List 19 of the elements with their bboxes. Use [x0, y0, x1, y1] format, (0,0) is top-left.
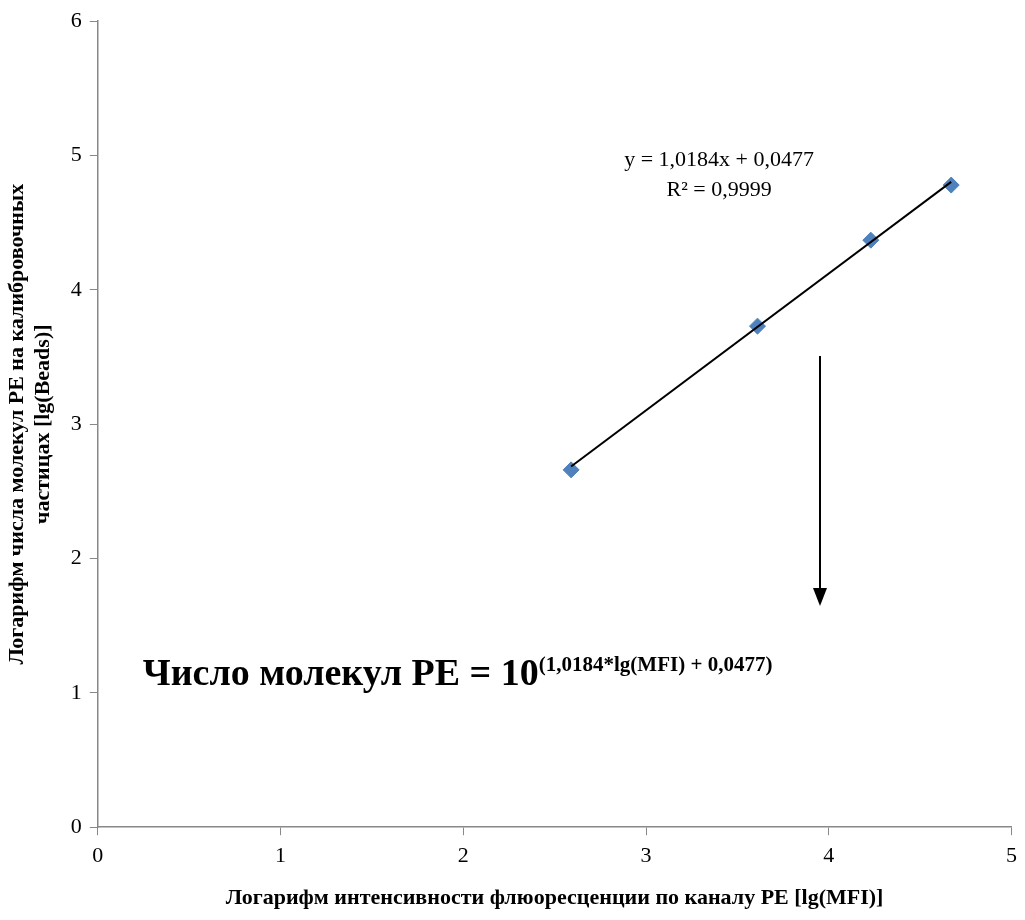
y-tick-label: 6 — [70, 6, 82, 32]
y-tick-label: 5 — [70, 141, 82, 167]
x-tick-label: 2 — [457, 842, 469, 868]
y-tick-label: 4 — [70, 275, 82, 301]
point — [562, 461, 580, 479]
x-tick-label: 3 — [640, 842, 652, 868]
x-axis-title: Логарифм интенсивности флюоресценции по каналу PE [lg(MFI)] — [225, 884, 884, 910]
y-axis-title: Логарифм числа молекул PE на калибровочных частицах [lg(Beads)] — [2, 183, 55, 665]
x-tick-label: 1 — [275, 842, 287, 868]
y-tick-label: 3 — [70, 409, 82, 435]
y-tick-label: 0 — [70, 812, 82, 838]
annotation: Число молекул PE = 10$^{(1,0184*lg(MFI) + 0,0477)}$ — [142, 649, 773, 694]
x-tick-label: 4 — [823, 842, 835, 868]
x-tick-label: 0 — [92, 842, 104, 868]
annotation: R² = 0,9999 — [666, 176, 772, 202]
y-tick-label: 2 — [70, 544, 82, 570]
y-tick-label: 1 — [70, 678, 82, 704]
annotation: y = 1,0184x + 0,0477 — [624, 146, 815, 172]
x-tick-label: 5 — [1006, 842, 1017, 868]
